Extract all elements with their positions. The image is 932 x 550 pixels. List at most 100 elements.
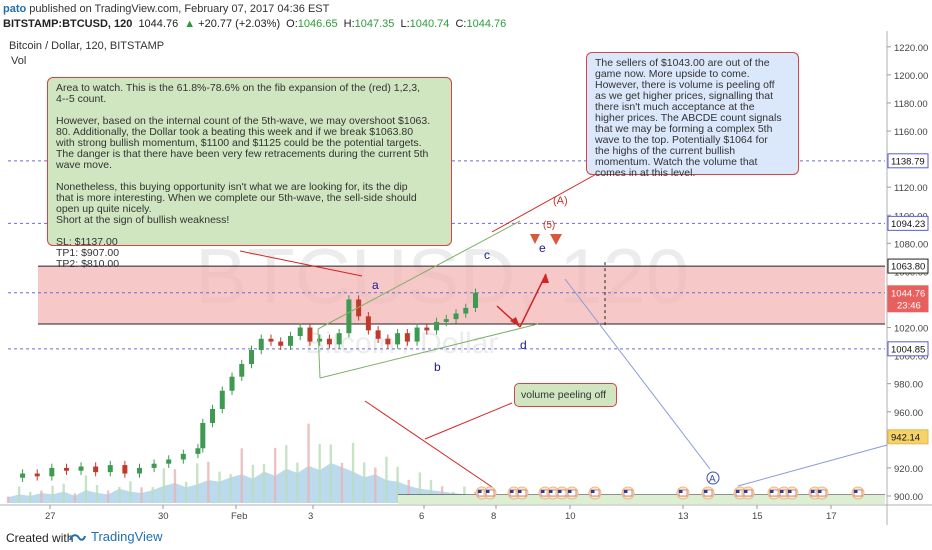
volume-bar	[351, 442, 355, 503]
x-tick-label: 3	[308, 511, 313, 522]
high-value: 1047.35	[354, 18, 395, 30]
flag-canton-icon	[788, 490, 792, 493]
candle-body	[122, 465, 128, 474]
volume-bar	[95, 485, 99, 503]
y-tick-label: 1080.00	[894, 239, 928, 250]
price-label-box	[887, 429, 929, 445]
close-value: 1044.76	[466, 18, 507, 30]
flag-canton-icon	[818, 490, 822, 493]
volume-bar	[240, 448, 243, 503]
volume-bar	[407, 479, 410, 503]
zone-fill	[38, 266, 885, 325]
note-pointer-line	[239, 250, 363, 277]
flag-canton-icon	[541, 490, 545, 493]
candle-body	[107, 465, 113, 473]
price-label-value: 1138.79	[891, 156, 925, 167]
price-label-box	[887, 285, 929, 313]
annotations-layer: a b c d e (5) (A) A	[239, 166, 888, 488]
down-arrow-icon	[550, 234, 562, 245]
flag-canton-icon	[679, 490, 683, 493]
candle-body	[93, 466, 99, 473]
candle-body	[136, 467, 142, 474]
low-label: L:	[400, 18, 410, 30]
candle-body	[239, 364, 245, 377]
published-line: pato published on TradingView.com, Febru…	[3, 3, 329, 15]
volume-bar	[374, 467, 377, 503]
price-label-value: 1004.85	[891, 344, 925, 355]
candle-body	[434, 321, 440, 331]
volume-peeling-note[interactable]: volume peeling off	[514, 383, 617, 407]
y-tick-label: 920.00	[894, 464, 923, 475]
up-arrow-icon: ▲	[184, 18, 196, 30]
wave-label-5: (5)	[543, 220, 555, 231]
price-label-box	[887, 258, 929, 274]
volume-bar	[329, 444, 333, 503]
flag-canton-icon	[811, 490, 815, 493]
volume-layer	[6, 423, 477, 503]
volume-bar	[129, 481, 132, 503]
volume-bar	[84, 475, 88, 503]
candle-body	[200, 422, 206, 449]
green-analysis-note[interactable]: Area to watch. This is the 61.8%-78.6% o…	[47, 77, 452, 270]
volume-bar	[106, 490, 110, 503]
candle-body	[210, 408, 216, 423]
price-label-countdown: 23:46	[897, 300, 921, 311]
price-label-value: 1044.76	[891, 288, 925, 299]
x-tick-label: 15	[752, 511, 763, 522]
triangle-lower-line	[319, 323, 539, 379]
volume-bar	[429, 479, 433, 503]
author-name[interactable]: pato	[3, 3, 27, 15]
candle-body	[268, 338, 274, 342]
y-tick-label: 980.00	[894, 380, 923, 391]
symbol[interactable]: BITSTAMP:BTCUSD, 120	[3, 18, 133, 30]
created-with-label: Created with	[6, 531, 74, 545]
price-label-box	[887, 153, 929, 169]
y-tick-label: 1120.00	[894, 183, 928, 194]
candle-body	[278, 341, 284, 346]
volume-bar	[363, 462, 366, 503]
candle-body	[249, 350, 254, 365]
time-axis[interactable]: 27 30 Feb 3 6 8 10 13 15 17	[45, 505, 837, 522]
tradingview-brand[interactable]: TradingView	[91, 529, 163, 544]
flag-canton-icon	[770, 490, 774, 493]
projection-line-A	[564, 278, 711, 470]
price-label-value: 1063.80	[891, 262, 925, 273]
wave-label-A-circle: A	[709, 474, 716, 485]
volume-bar	[73, 493, 76, 503]
volume-bar	[285, 445, 288, 503]
published-bar: pato published on TradingView.com, Febru…	[0, 0, 932, 18]
volume-bar	[229, 474, 232, 503]
wave-label-d: d	[520, 338, 527, 352]
y-tick-label: 1020.00	[894, 324, 928, 335]
arrow-head-icon	[510, 317, 520, 327]
candle-body	[317, 338, 323, 342]
volume-bar	[151, 487, 154, 503]
x-tick-label: 10	[565, 511, 576, 522]
price-layer	[20, 288, 479, 482]
volume-bar	[51, 485, 54, 503]
candle-body	[336, 333, 342, 345]
flag-canton-icon	[780, 490, 784, 493]
y-tick-label: 960.00	[894, 408, 923, 419]
event-markers	[398, 486, 885, 504]
low-value: 1040.74	[409, 18, 450, 30]
volume-bar	[396, 466, 399, 503]
y-tick-label: 1200.00	[894, 71, 928, 82]
volume-bar	[62, 483, 65, 503]
price-axis[interactable]: 900.00920.00940.00960.00980.001000.00102…	[887, 43, 929, 503]
volume-bar	[184, 481, 188, 503]
wave-A-circle	[706, 471, 720, 485]
candle-body	[375, 330, 381, 339]
candle-body	[78, 466, 84, 471]
triangle-left-line	[317, 328, 321, 379]
price-label-value: 942.14	[891, 432, 920, 443]
chart-title: Bitcoin / Dollar, 120, BITSTAMP	[9, 40, 164, 52]
blue-analysis-note[interactable]: The sellers of $1043.00 are out of the g…	[586, 52, 799, 179]
volume-bar	[418, 472, 422, 503]
candle-body	[63, 467, 69, 471]
volume-bar	[385, 456, 388, 503]
candle-body	[166, 459, 172, 464]
volume-bar	[29, 491, 32, 503]
candle-body	[365, 316, 371, 331]
volume-bar	[196, 463, 199, 503]
